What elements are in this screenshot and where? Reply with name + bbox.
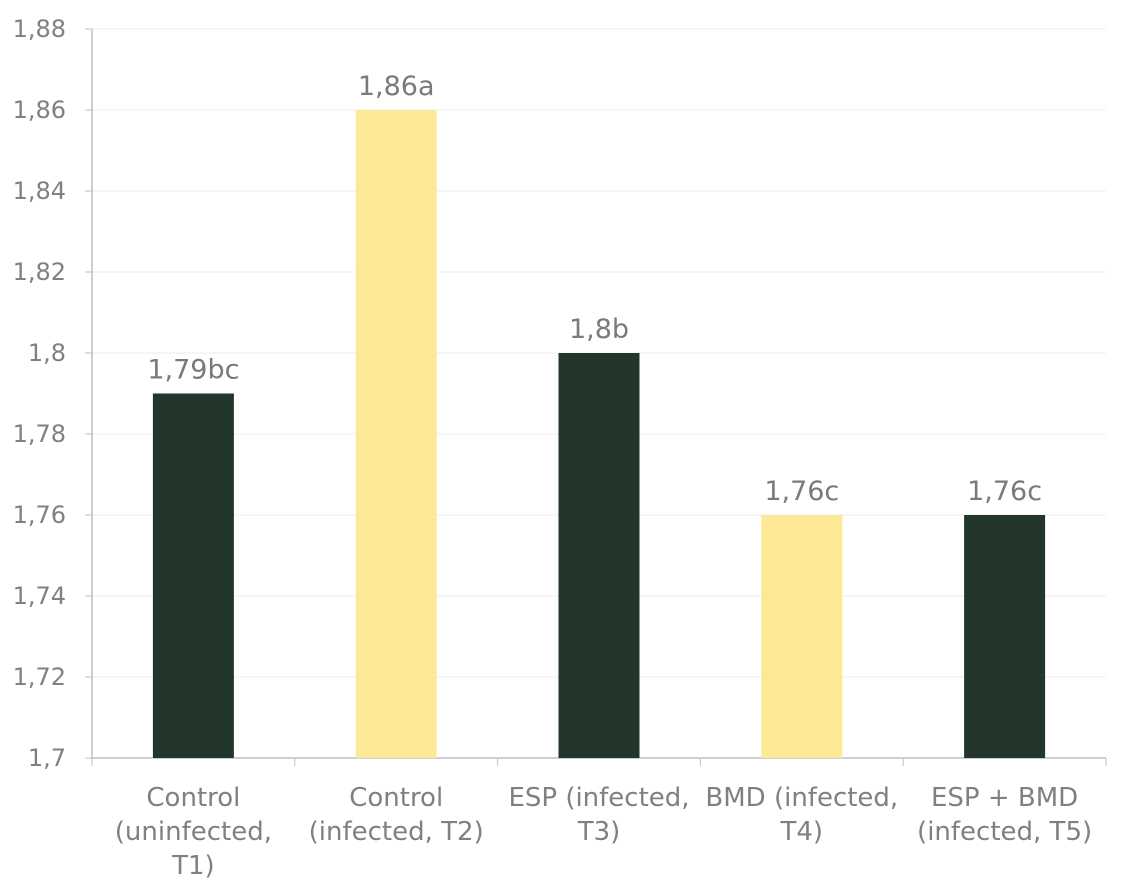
data-label: 1,76c	[967, 476, 1042, 507]
category-label: T4)	[780, 817, 824, 847]
y-tick-label: 1,86	[13, 96, 66, 124]
y-tick-label: 1,76	[13, 501, 66, 529]
bar	[761, 515, 843, 758]
bars	[152, 110, 1046, 758]
category-label: (infected, T2)	[309, 817, 484, 847]
data-label: 1,76c	[764, 476, 839, 507]
bar	[558, 353, 640, 758]
category-label: (uninfected,	[115, 817, 272, 847]
category-label: Control	[349, 783, 443, 813]
category-label: (infected, T5)	[917, 817, 1092, 847]
category-labels: Control (uninfected, T1) Control (infected, …	[115, 783, 1092, 881]
category-label: ESP (infected,	[508, 783, 689, 813]
data-labels: 1,79bc 1,86a 1,8b 1,76c 1,76c	[147, 71, 1042, 507]
y-tick-label: 1,82	[13, 258, 66, 286]
data-label: 1,86a	[358, 71, 435, 102]
bar	[152, 393, 234, 758]
data-label: 1,8b	[569, 314, 629, 345]
y-tick-label: 1,78	[13, 420, 66, 448]
category-label: ESP + BMD	[931, 783, 1078, 813]
y-tick-label: 1,84	[13, 177, 66, 205]
y-tick-label: 1,74	[13, 582, 66, 610]
y-tick-label: 1,7	[28, 744, 66, 772]
category-label: Control	[146, 783, 240, 813]
category-label: T3)	[577, 817, 621, 847]
y-tick-label: 1,72	[13, 663, 66, 691]
bar	[355, 110, 437, 758]
y-tick-label: 1,8	[28, 339, 66, 367]
bar	[964, 515, 1046, 758]
data-label: 1,79bc	[147, 355, 239, 386]
category-label: T1)	[171, 851, 215, 881]
y-tick-label: 1,88	[13, 15, 66, 43]
y-axis-ticks: 1,7 1,72 1,74 1,76 1,78 1,8 1,82 1,84 1,86 1,88	[13, 15, 92, 772]
category-label: BMD (infected,	[705, 783, 898, 813]
